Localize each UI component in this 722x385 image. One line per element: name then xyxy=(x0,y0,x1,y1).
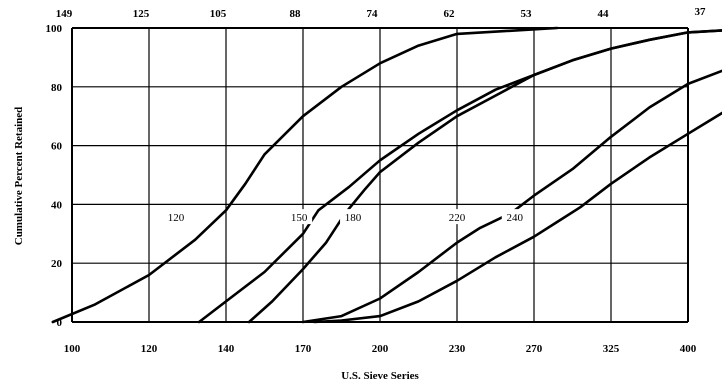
curve-label-background xyxy=(444,209,470,225)
x-tick-label: 270 xyxy=(526,343,543,355)
y-tick-label: 0 xyxy=(57,317,63,329)
curve-label-background xyxy=(340,209,367,225)
top-tick-label: 74 xyxy=(367,8,379,20)
curve-label-background xyxy=(286,209,313,225)
y-tick-label: 40 xyxy=(51,199,63,211)
curve-label-150: 150 xyxy=(291,212,308,224)
y-tick-label: 100 xyxy=(46,23,63,35)
top-tick-label: 125 xyxy=(133,8,150,20)
top-tick-label: 53 xyxy=(521,8,533,20)
curve-labels: 120 150 180 220 240 xyxy=(162,209,528,225)
x-tick-labels: 100 120 140 170 200 230 270 325 400 xyxy=(64,343,697,355)
top-tick-label: 105 xyxy=(210,8,227,20)
curve-label-background xyxy=(162,209,189,225)
x-tick-label: 325 xyxy=(603,343,620,355)
top-tick-label: 88 xyxy=(290,8,302,20)
x-tick-label: 200 xyxy=(372,343,389,355)
curve-label-180: 180 xyxy=(345,212,362,224)
y-axis-title: Cumulative Percent Retained xyxy=(13,107,25,246)
x-tick-label: 100 xyxy=(64,343,81,355)
x-axis-title: U.S. Sieve Series xyxy=(341,370,419,382)
top-tick-label: 149 xyxy=(56,8,73,20)
x-tick-label: 230 xyxy=(449,343,466,355)
series-line-120 xyxy=(51,26,559,324)
curve-label-background xyxy=(501,209,528,225)
x-tick-label: 140 xyxy=(218,343,235,355)
y-tick-label: 80 xyxy=(51,82,63,94)
y-tick-label: 60 xyxy=(51,141,63,153)
top-tick-labels: 149 125 105 88 74 62 53 44 37 xyxy=(56,6,706,20)
x-tick-label: 400 xyxy=(680,343,697,355)
top-tick-label: 44 xyxy=(598,8,610,20)
top-tick-label: 37 xyxy=(695,6,707,18)
top-tick-label: 62 xyxy=(444,8,456,20)
grid xyxy=(71,27,689,323)
series-line-180 xyxy=(247,29,722,324)
curve-label-240: 240 xyxy=(507,212,524,224)
y-tick-labels: 0 20 40 60 80 100 xyxy=(46,23,63,329)
curves xyxy=(51,26,722,324)
x-tick-label: 120 xyxy=(141,343,158,355)
series-line-240 xyxy=(313,111,722,324)
series-line-220 xyxy=(301,69,722,324)
curve-label-120: 120 xyxy=(168,212,185,224)
x-tick-label: 170 xyxy=(295,343,312,355)
y-tick-label: 20 xyxy=(51,258,63,270)
curve-label-220: 220 xyxy=(449,212,466,224)
